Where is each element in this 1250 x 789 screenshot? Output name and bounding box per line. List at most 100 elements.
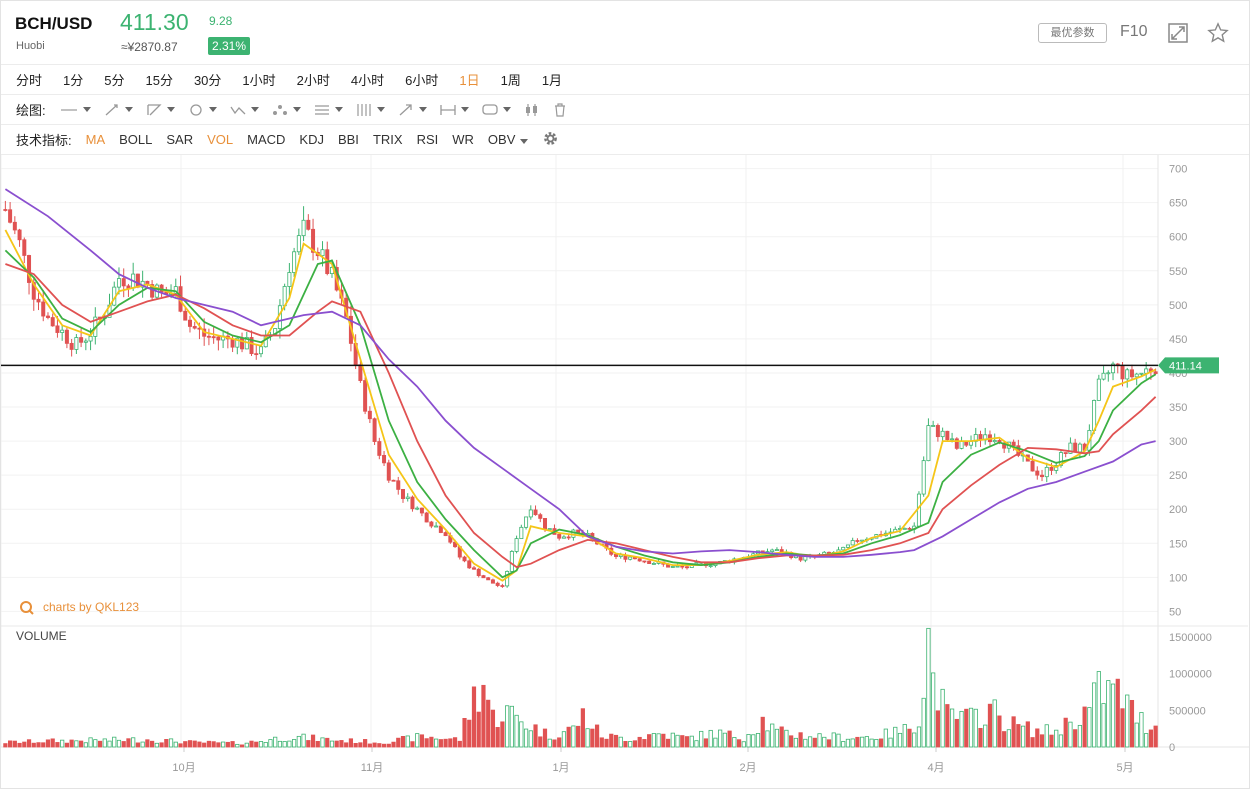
interval-tab-11[interactable]: 1月 xyxy=(541,73,563,88)
indicator-kdj[interactable]: KDJ xyxy=(299,132,324,147)
volume-bar xyxy=(481,684,486,748)
volume-bar xyxy=(1144,733,1149,748)
candle-body xyxy=(69,342,74,350)
volume-bar xyxy=(732,737,737,748)
trendline-tool[interactable] xyxy=(146,103,175,117)
volume-bar xyxy=(1011,716,1016,748)
candle-body xyxy=(770,549,775,553)
candle-body xyxy=(429,521,434,527)
volume-bar xyxy=(888,737,893,748)
indicator-macd[interactable]: MACD xyxy=(247,132,286,147)
candle-body xyxy=(708,565,713,567)
candle-body xyxy=(628,556,633,560)
arrow-tool[interactable] xyxy=(398,103,427,117)
volume-bar xyxy=(661,733,666,748)
candle-body xyxy=(1058,452,1063,466)
volume-bar xyxy=(935,710,940,748)
fullscreen-icon[interactable] xyxy=(1168,23,1188,43)
line-tool[interactable] xyxy=(60,103,91,117)
volume-bar xyxy=(907,728,912,748)
range-tool[interactable] xyxy=(439,103,469,117)
volume-bar xyxy=(258,741,264,748)
interval-tab-1[interactable]: 1分 xyxy=(63,73,84,88)
volume-bar xyxy=(964,708,969,748)
f10-button[interactable]: F10 xyxy=(1120,23,1148,40)
volume-bar xyxy=(1129,699,1135,748)
x-tick-label: 5月 xyxy=(1116,762,1133,774)
ray-tool[interactable] xyxy=(104,103,133,117)
gann-tool[interactable] xyxy=(356,103,385,117)
volume-bar xyxy=(1002,731,1007,748)
volume-bar xyxy=(50,738,55,748)
interval-tab-9[interactable]: 1日 xyxy=(459,73,480,88)
volume-label: VOLUME xyxy=(16,629,67,643)
indicator-boll[interactable]: BOLL xyxy=(119,132,153,147)
candle-body xyxy=(216,336,221,341)
volume-bar xyxy=(301,733,306,748)
note-tool[interactable] xyxy=(481,103,511,117)
candle-body xyxy=(561,536,566,539)
candle-body xyxy=(1011,441,1016,447)
candle-body xyxy=(462,556,467,562)
circle-tool[interactable] xyxy=(188,103,217,117)
indicator-bbi[interactable]: BBI xyxy=(337,132,359,147)
volume-bar xyxy=(168,738,174,748)
indicator-rsi[interactable]: RSI xyxy=(416,132,439,147)
volume-bar xyxy=(727,730,732,748)
volume-bar xyxy=(594,724,600,748)
interval-tab-0[interactable]: 分时 xyxy=(16,73,43,88)
volume-bar xyxy=(500,721,505,748)
fibonacci-tool[interactable] xyxy=(314,103,343,117)
wave-tool[interactable] xyxy=(230,103,259,117)
interval-tab-4[interactable]: 30分 xyxy=(193,73,222,88)
ma-line-3 xyxy=(5,263,1157,569)
volume-bar xyxy=(931,672,936,748)
volume-bar xyxy=(1139,712,1144,748)
volume-bar xyxy=(774,728,780,748)
candle-body xyxy=(3,209,8,211)
indicator-trix[interactable]: TRIX xyxy=(372,132,403,147)
interval-tab-5[interactable]: 1小时 xyxy=(242,73,276,88)
interval-tab-6[interactable]: 2小时 xyxy=(296,73,330,88)
volume-bar xyxy=(973,708,978,748)
price-chart[interactable]: 5010015020025030035040045050055060065070… xyxy=(1,155,1249,789)
interval-tab-10[interactable]: 1周 xyxy=(500,73,521,88)
volume-bar xyxy=(632,740,638,748)
candle-icon xyxy=(525,103,537,116)
volume-bar xyxy=(845,738,851,748)
interval-tab-7[interactable]: 4小时 xyxy=(350,73,385,88)
interval-tab-3[interactable]: 15分 xyxy=(145,73,173,88)
indicator-obv[interactable]: OBV xyxy=(488,132,529,147)
volume-bar xyxy=(1035,728,1040,748)
candle-body xyxy=(533,509,538,516)
optimal-params-button[interactable]: 最优参数 xyxy=(1038,23,1107,43)
candle-body xyxy=(1035,470,1040,476)
indicator-vol[interactable]: VOL xyxy=(207,132,234,147)
indicator-settings-button[interactable] xyxy=(542,130,559,150)
indicator-wr[interactable]: WR xyxy=(452,132,474,147)
volume-bar xyxy=(320,737,325,748)
volume-bar xyxy=(978,727,983,748)
indicator-ma[interactable]: MA xyxy=(85,132,106,147)
candle-tool[interactable] xyxy=(524,103,540,117)
volume-bar xyxy=(576,725,581,748)
candle-body xyxy=(396,480,401,490)
pattern-tool[interactable] xyxy=(272,103,301,117)
interval-tab-8[interactable]: 6小时 xyxy=(405,73,439,88)
volume-bar xyxy=(486,699,491,748)
delete-drawings-button[interactable] xyxy=(553,102,567,117)
volume-bar xyxy=(722,732,727,748)
favorite-star-icon[interactable] xyxy=(1207,22,1229,44)
volume-bar xyxy=(131,737,136,748)
interval-tab-2[interactable]: 5分 xyxy=(104,73,125,88)
indicator-sar[interactable]: SAR xyxy=(166,132,194,147)
candle-body xyxy=(954,438,959,449)
volume-bar xyxy=(968,707,974,748)
candle-body xyxy=(292,251,297,273)
volume-bar xyxy=(3,743,8,748)
y-tick-label: 100 xyxy=(1169,572,1187,584)
y-tick-label: 350 xyxy=(1169,402,1187,414)
candle-body xyxy=(902,527,907,530)
candle-body xyxy=(1092,400,1097,431)
candle-body xyxy=(55,325,60,333)
